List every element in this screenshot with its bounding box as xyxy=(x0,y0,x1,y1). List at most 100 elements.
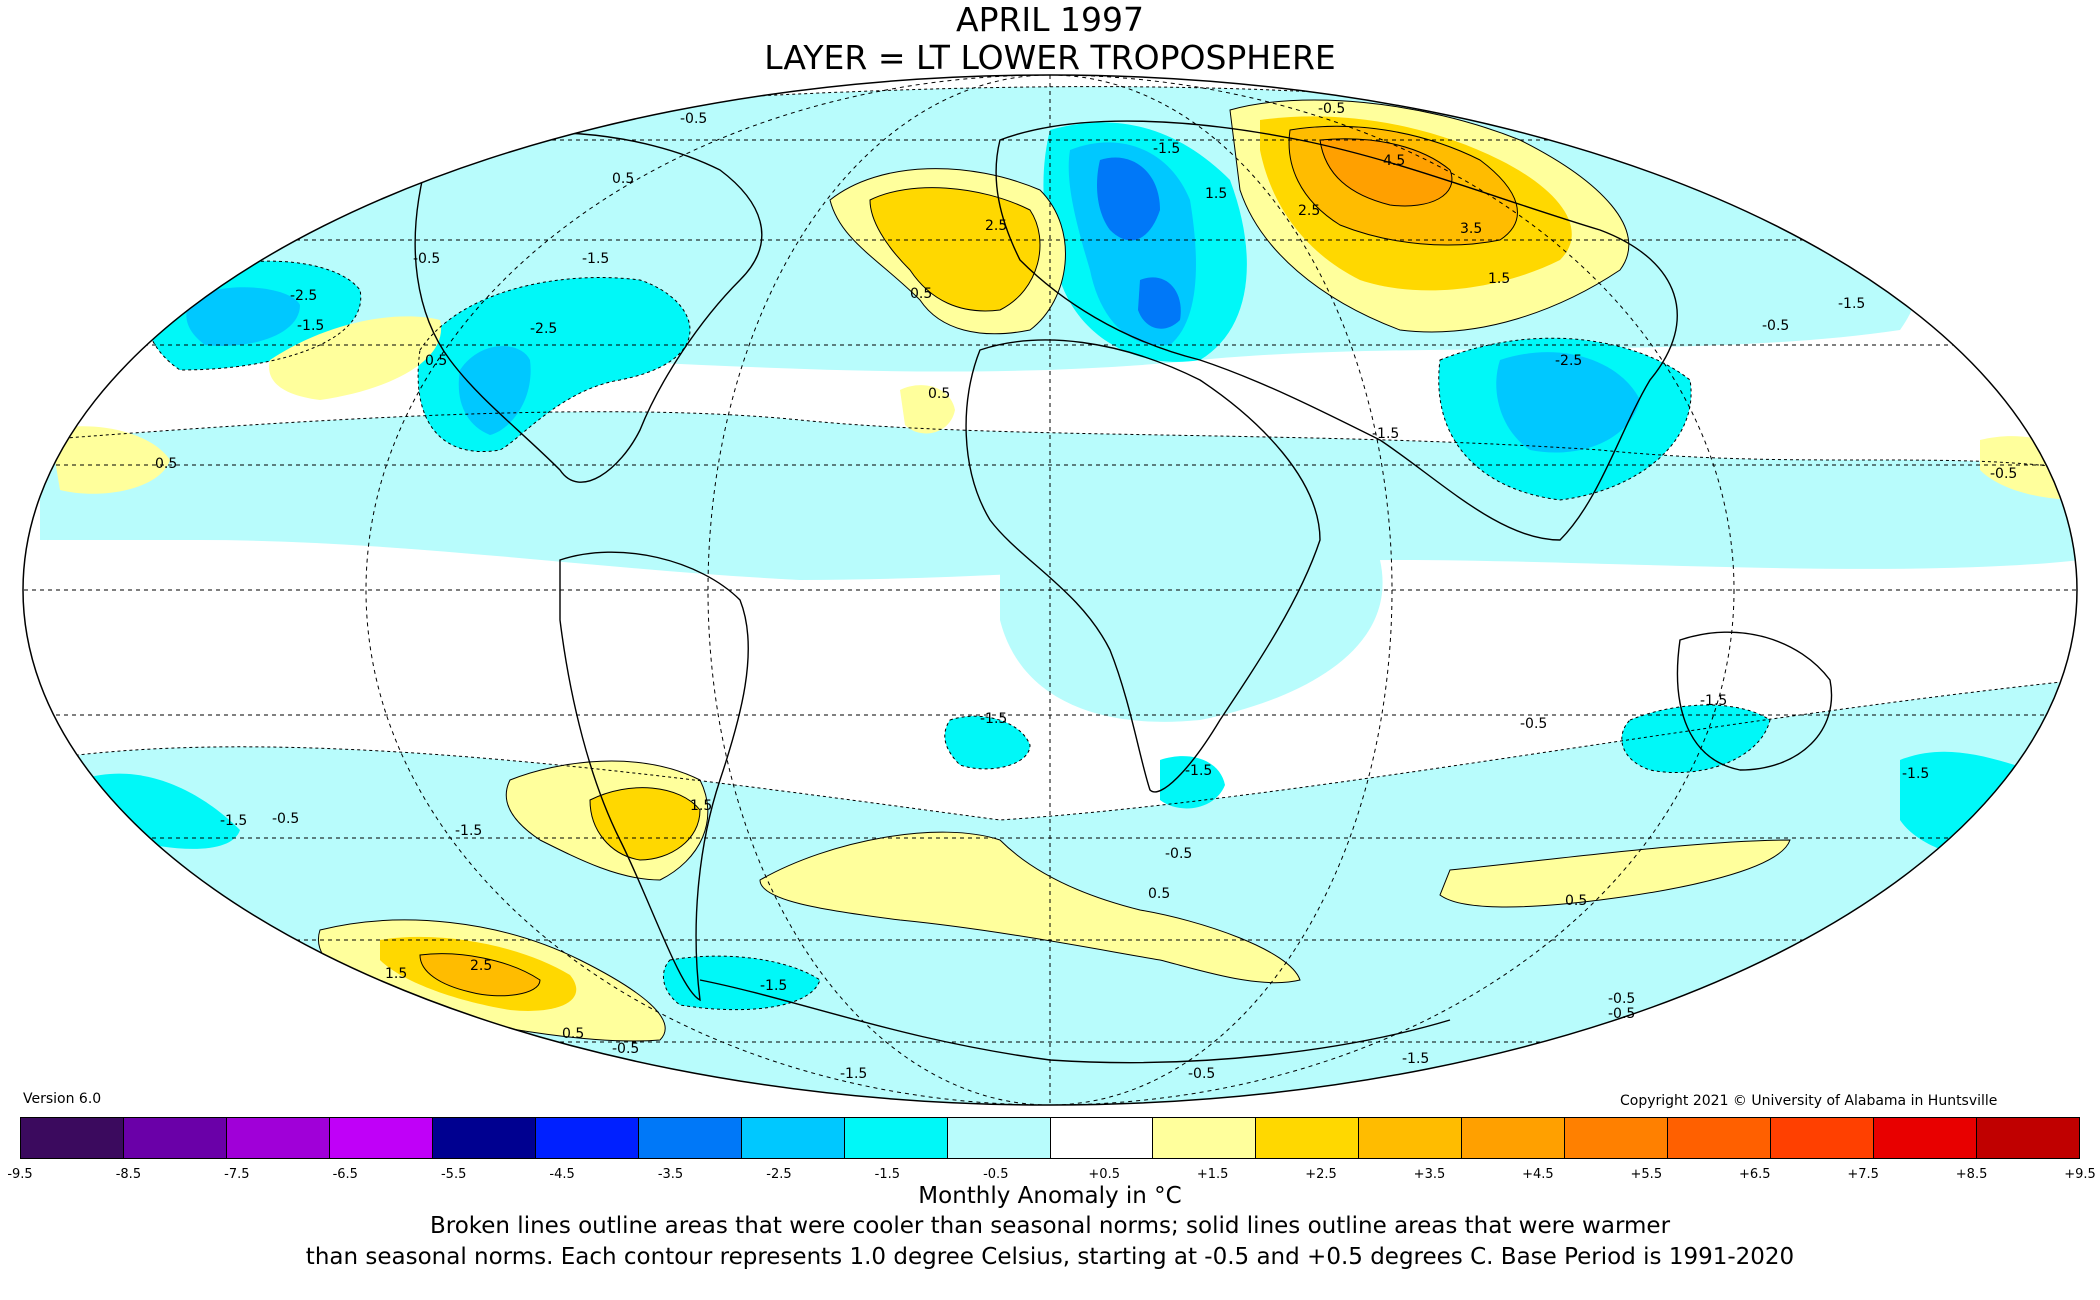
contour-label: 0.5 xyxy=(910,286,932,302)
contour-label: 0.5 xyxy=(1565,893,1587,909)
color-scale-bar xyxy=(20,1117,2080,1159)
color-scale-tick: +1.5 xyxy=(1196,1167,1229,1182)
color-scale-box xyxy=(1256,1118,1360,1158)
color-scale-box xyxy=(535,1118,639,1158)
color-scale-tick: +8.5 xyxy=(1955,1167,1988,1182)
copyright-label: Copyright 2021 © University of Alabama i… xyxy=(1620,1093,1998,1109)
contour-label: -0.5 xyxy=(1188,1066,1215,1082)
color-scale-box xyxy=(1565,1118,1669,1158)
color-scale-box xyxy=(947,1118,1051,1158)
contour-label: -1.5 xyxy=(455,823,482,839)
contour-label: 2.5 xyxy=(470,958,492,974)
color-scale-tick: -6.5 xyxy=(332,1167,358,1182)
color-scale-box xyxy=(1153,1118,1257,1158)
contour-label: -1.5 xyxy=(840,1066,867,1082)
contour-label: -0.5 xyxy=(680,111,707,127)
contour-label: 0.5 xyxy=(612,171,634,187)
color-scale-box xyxy=(1771,1118,1875,1158)
color-scale-tick: +7.5 xyxy=(1847,1167,1879,1182)
color-scale-box xyxy=(741,1118,845,1158)
anomaly-map: -0.5 -0.5 0.5 -0.5 -1.5 -2.5 -1.5 -2.5 0… xyxy=(22,74,2078,1106)
contour-label: -0.5 xyxy=(413,251,440,267)
contour-label: 1.5 xyxy=(1205,186,1227,202)
contour-label: 2.5 xyxy=(985,218,1007,234)
contour-label: 4.5 xyxy=(1383,153,1405,169)
color-scale-box xyxy=(1977,1118,2080,1158)
anomaly-fields xyxy=(23,75,2077,1105)
color-scale-tick: -4.5 xyxy=(549,1167,575,1182)
color-scale-box xyxy=(226,1118,330,1158)
color-scale-box xyxy=(329,1118,433,1158)
color-scale-box xyxy=(638,1118,742,1158)
color-scale-tick: -9.5 xyxy=(7,1167,33,1182)
graticule xyxy=(23,75,2077,1105)
legend-note-line2: than seasonal norms. Each contour repres… xyxy=(305,1244,1795,1270)
contour-label: -1.5 xyxy=(582,251,609,267)
contour-label: -1.5 xyxy=(1902,766,1929,782)
color-scale-box xyxy=(1874,1118,1978,1158)
color-scale-tick: -2.5 xyxy=(766,1167,792,1182)
color-scale-tick: +9.5 xyxy=(2064,1167,2096,1182)
color-scale-tick: +4.5 xyxy=(1522,1167,1554,1182)
contour-label: 0.5 xyxy=(425,353,447,369)
contour-label: -2.5 xyxy=(1555,353,1582,369)
contour-label: -0.5 xyxy=(1762,318,1789,334)
color-scale-tick: +3.5 xyxy=(1413,1167,1446,1182)
contour-label: 0.5 xyxy=(928,386,950,402)
color-scale-box xyxy=(432,1118,536,1158)
color-scale-tick: +6.5 xyxy=(1738,1167,1771,1182)
map-subtitle: LAYER = LT LOWER TROPOSPHERE xyxy=(764,38,1336,77)
legend-note-line1: Broken lines outline areas that were coo… xyxy=(429,1213,1671,1239)
contour-label: -1.5 xyxy=(1838,296,1865,312)
contour-label: -2.5 xyxy=(290,288,317,304)
color-scale-box xyxy=(1050,1118,1154,1158)
contour-label: -1.5 xyxy=(760,978,787,994)
globe-outline xyxy=(22,74,2078,1106)
version-label: Version 6.0 xyxy=(23,1091,102,1107)
color-scale-tick: -7.5 xyxy=(224,1167,250,1182)
color-scale-tick: +2.5 xyxy=(1305,1167,1337,1182)
color-scale-box xyxy=(123,1118,227,1158)
contour-label: -1.5 xyxy=(220,813,247,829)
contour-label: 2.5 xyxy=(1298,203,1320,219)
contour-label: -0.5 xyxy=(1608,1006,1635,1022)
contour-label: 0.5 xyxy=(155,456,177,472)
unit-label: Monthly Anomaly in °C xyxy=(918,1183,1182,1209)
color-scale-box xyxy=(1668,1118,1772,1158)
contour-label: -1.5 xyxy=(1402,1051,1429,1067)
color-scale-tick: -5.5 xyxy=(440,1167,467,1182)
color-scale-box xyxy=(1359,1118,1463,1158)
color-scale-tick: -0.5 xyxy=(983,1167,1009,1182)
color-scale-box xyxy=(1462,1118,1566,1158)
color-scale-tick: +0.5 xyxy=(1088,1167,1120,1182)
map-title: APRIL 1997 xyxy=(956,0,1144,39)
contour-label: -0.5 xyxy=(1990,466,2017,482)
contour-label: 1.5 xyxy=(385,966,407,982)
contour-labels: -0.5 -0.5 0.5 -0.5 -1.5 -2.5 -1.5 -2.5 0… xyxy=(155,101,2017,1082)
contour-label: -0.5 xyxy=(612,1041,639,1057)
color-scale-tick: -3.5 xyxy=(657,1167,684,1182)
contour-label: -1.5 xyxy=(980,711,1007,727)
contour-label: 1.5 xyxy=(690,798,712,814)
contour-label: 0.5 xyxy=(1148,886,1170,902)
color-scale-tick: +5.5 xyxy=(1630,1167,1663,1182)
color-scale-box xyxy=(844,1118,948,1158)
contour-label: -1.5 xyxy=(297,318,324,334)
color-scale-tick: -1.5 xyxy=(874,1167,901,1182)
coastlines xyxy=(414,120,1833,1064)
color-scale-tick: -8.5 xyxy=(115,1167,142,1182)
contour-label: -0.5 xyxy=(1318,101,1345,117)
contour-label: -1.5 xyxy=(1153,141,1180,157)
contour-label: 3.5 xyxy=(1460,221,1482,237)
color-scale-box xyxy=(21,1118,124,1158)
contour-label: 0.5 xyxy=(562,1026,584,1042)
contour-label: -0.5 xyxy=(1520,716,1547,732)
contour-label: -0.5 xyxy=(1608,991,1635,1007)
contour-label: 1.5 xyxy=(1488,271,1510,287)
contour-label: -0.5 xyxy=(272,811,299,827)
contour-label: -0.5 xyxy=(1165,846,1192,862)
contour-label: -1.5 xyxy=(1372,426,1399,442)
contour-label: -1.5 xyxy=(1185,763,1212,779)
contour-label: -2.5 xyxy=(530,321,557,337)
contour-label: -1.5 xyxy=(1700,693,1727,709)
